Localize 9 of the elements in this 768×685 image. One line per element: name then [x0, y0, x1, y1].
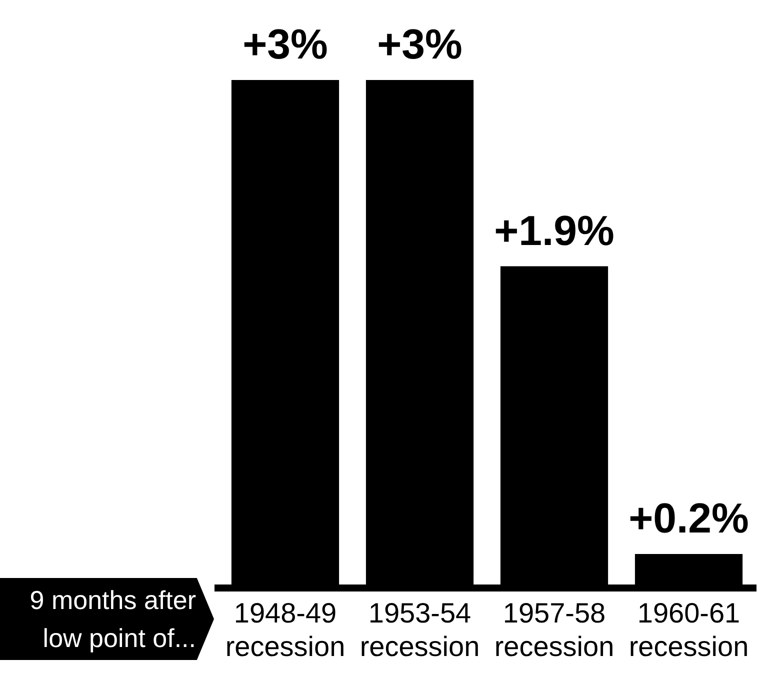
- x-tick-label: 1948-49 recession: [225, 597, 346, 662]
- data-label: +1.9%: [494, 206, 614, 254]
- x-tick-label: 1953-54 recession: [360, 597, 480, 662]
- x-tick-label: 1957-58 recession: [494, 597, 614, 662]
- data-label: +0.2%: [628, 494, 749, 542]
- data-label: +3%: [242, 20, 328, 68]
- data-label: +3%: [377, 20, 462, 68]
- x-tick-label: 1960-61 recession: [628, 597, 749, 662]
- text: 9 months after low point of...: [28, 584, 196, 655]
